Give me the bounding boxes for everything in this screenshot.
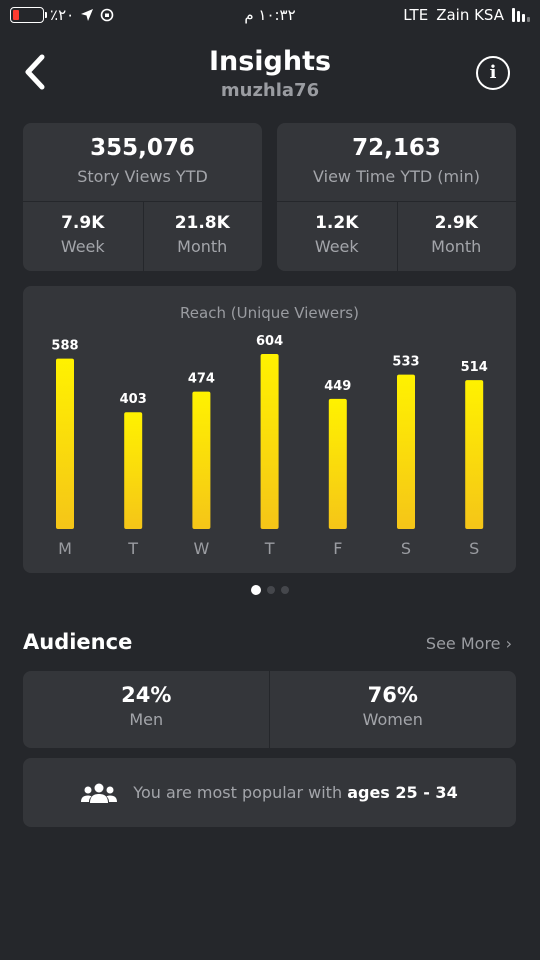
story-views-week-label: Week [60, 237, 105, 256]
view-time-week-value: 1.2K [315, 213, 359, 233]
audience-title: Audience [23, 630, 133, 654]
username: muzhla76 [220, 80, 320, 101]
page-title: Insights [208, 46, 332, 77]
story-views-label: Story Views YTD [77, 167, 208, 186]
divider [142, 201, 144, 271]
day-label-5: S [401, 539, 411, 558]
view-time-card: 72,163 View Time YTD (min) 1.2K Week 2.9… [277, 123, 516, 271]
view-time-month-label: Month [431, 237, 482, 256]
story-views-month-label: Month [177, 237, 228, 256]
story-views-month-value: 21.8K [174, 213, 230, 233]
men-value: 24% [121, 683, 172, 707]
popular-age-range: ages 25 - 34 [347, 783, 458, 802]
popular-age-prefix: You are most popular with [133, 783, 348, 802]
status-right: LTE Zain KSA [403, 6, 530, 24]
reach-bar-3 [260, 354, 279, 529]
header: Insights muzhla76 i [0, 40, 540, 110]
story-views-week: 7.9K Week [23, 201, 143, 271]
network-type: LTE [403, 6, 429, 24]
reach-value-label-0: 588 [51, 339, 78, 354]
carrier-name: Zain KSA [436, 6, 504, 24]
page-dot-2[interactable] [281, 586, 289, 594]
popular-age-card: You are most popular with ages 25 - 34 [23, 758, 516, 827]
story-views-card: 355,076 Story Views YTD 7.9K Week 21.8K … [23, 123, 262, 271]
battery-percent: ٪٢٠ [50, 6, 75, 24]
reach-value-label-1: 403 [120, 392, 147, 407]
reach-bar-chart: 588 M 403 T 474 W 604 T 449 F 533 S 514 S [51, 334, 488, 558]
info-icon[interactable]: i [476, 56, 510, 90]
signal-strength-icon [512, 8, 530, 22]
page-dot-1[interactable] [267, 586, 275, 594]
reach-bar-6 [465, 380, 484, 529]
status-left: ٪٢٠ [10, 6, 114, 24]
page-indicator [0, 585, 540, 595]
battery-level [13, 10, 20, 20]
view-time-month-value: 2.9K [434, 213, 478, 233]
women-stat: 76% Women [270, 671, 517, 748]
status-bar: ٪٢٠ ١٠:٣٢ م LTE Zain KSA [0, 0, 540, 32]
men-label: Men [129, 710, 164, 729]
day-label-1: T [127, 539, 138, 558]
day-label-3: T [264, 539, 275, 558]
popular-age-text: You are most popular with ages 25 - 34 [133, 783, 457, 802]
story-views-week-value: 7.9K [61, 213, 105, 233]
day-label-6: S [469, 539, 479, 558]
reach-value-label-5: 533 [392, 355, 419, 370]
divider [269, 671, 270, 748]
battery-icon [10, 7, 47, 23]
view-time-label: View Time YTD (min) [313, 167, 480, 186]
reach-value-label-6: 514 [461, 360, 488, 375]
view-time-week-label: Week [314, 237, 359, 256]
reach-chart-card[interactable]: Reach (Unique Viewers) 588 M 403 T 474 W 604 T 4… [23, 286, 516, 573]
story-views-value: 355,076 [90, 135, 195, 161]
divider [396, 201, 398, 271]
view-time-week: 1.2K Week [277, 201, 397, 271]
day-label-0: M [58, 539, 72, 558]
location-arrow-icon [81, 9, 94, 21]
story-views-month: 21.8K Month [143, 201, 263, 271]
reach-value-label-2: 474 [188, 372, 215, 387]
chevron-left-icon[interactable] [22, 54, 48, 90]
orientation-lock-icon [100, 8, 114, 22]
women-value: 76% [367, 683, 418, 707]
gender-card: 24% Men 76% Women [23, 671, 516, 748]
view-time-value: 72,163 [352, 135, 441, 161]
men-stat: 24% Men [23, 671, 270, 748]
reach-bar-5 [397, 374, 415, 529]
day-label-2: W [193, 539, 209, 558]
reach-bar-0 [56, 358, 74, 529]
chart-title: Reach (Unique Viewers) [180, 304, 359, 322]
status-time: ١٠:٣٢ م [244, 6, 296, 24]
users-group-icon [81, 783, 118, 803]
see-more-link[interactable]: See More › [425, 634, 512, 653]
view-time-month: 2.9K Month [397, 201, 517, 271]
reach-bar-1 [124, 412, 143, 529]
reach-value-label-3: 604 [256, 334, 283, 349]
women-label: Women [362, 710, 423, 729]
reach-bar-4 [328, 398, 347, 529]
page-dot-0[interactable] [251, 585, 261, 595]
reach-value-label-4: 449 [324, 379, 351, 394]
reach-bar-2 [192, 391, 211, 529]
day-label-4: F [333, 539, 342, 558]
